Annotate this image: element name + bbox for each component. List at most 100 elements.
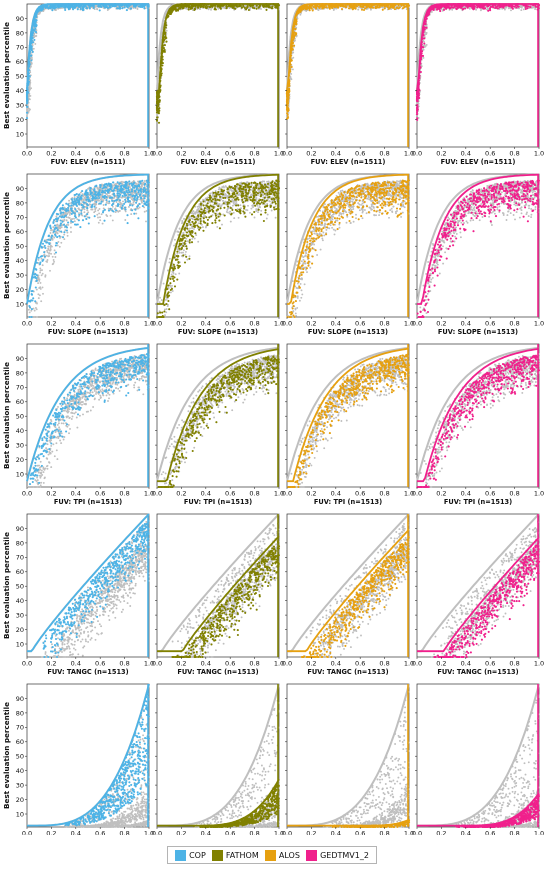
point-alos: [294, 31, 297, 35]
point-cop: [133, 5, 136, 8]
point-cop: [121, 7, 124, 10]
panel-frame: [26, 3, 150, 148]
point-fathom: [204, 5, 207, 8]
point-cop: [25, 93, 29, 96]
point-fathom: [216, 5, 219, 8]
point-alos: [355, 4, 358, 7]
point-cop: [84, 5, 87, 8]
point-cop: [137, 5, 140, 8]
background-point: [223, 7, 226, 9]
point-cop: [41, 8, 44, 11]
point-cop: [26, 98, 29, 101]
point-cop: [72, 5, 75, 8]
point-alos: [285, 92, 289, 95]
point-alos: [286, 113, 289, 116]
point-fathom: [246, 5, 249, 8]
point-fathom: [267, 5, 270, 8]
point-cop: [33, 23, 36, 26]
point-alos: [372, 6, 375, 9]
background-point: [425, 43, 428, 46]
x-tick-label: 0.2: [306, 150, 316, 158]
point-fathom: [255, 7, 258, 10]
point-alos: [294, 28, 297, 31]
point-cop: [67, 8, 70, 11]
x-tick-label: 0.8: [119, 150, 129, 158]
y-tick-label: 70: [16, 44, 24, 52]
point-alos: [403, 6, 406, 9]
point-alos: [293, 34, 296, 37]
point-fathom: [219, 5, 222, 8]
point-alos: [340, 7, 344, 11]
point-cop: [52, 6, 56, 9]
y-tick-label: 10: [16, 130, 24, 138]
y-tick-label: 90: [16, 15, 24, 23]
point-cop: [106, 7, 109, 10]
background-point: [165, 29, 168, 32]
x-axis-label: FUV: ELEV (n=1511): [311, 158, 386, 166]
background-point: [299, 13, 302, 16]
point-fathom: [162, 49, 166, 52]
point-fathom: [165, 40, 168, 43]
point-cop: [25, 95, 29, 98]
background-point: [260, 8, 262, 10]
point-alos: [310, 7, 313, 10]
panel-frame: [416, 3, 540, 148]
point-cop: [81, 5, 84, 9]
point-fathom: [225, 5, 229, 8]
point-alos: [287, 90, 290, 93]
point-fathom: [214, 4, 217, 7]
point-fathom: [191, 5, 194, 8]
point-fathom: [213, 8, 216, 11]
x-axis-label: FUV: ELEV (n=1511): [181, 158, 256, 166]
point-fathom: [157, 121, 161, 124]
point-alos: [286, 116, 290, 119]
point-fathom: [265, 8, 268, 11]
x-tick-label: 0.2: [46, 150, 56, 158]
point-fathom: [206, 5, 209, 8]
point-alos: [362, 8, 366, 12]
point-fathom: [155, 108, 159, 111]
point-alos: [389, 6, 392, 9]
point-cop: [30, 45, 33, 49]
background-point: [332, 9, 335, 11]
background-point: [292, 56, 295, 59]
point-cop: [109, 6, 112, 9]
point-alos: [383, 5, 386, 8]
point-fathom: [253, 7, 256, 10]
point-cop: [92, 6, 95, 9]
point-alos: [325, 6, 328, 9]
point-cop: [46, 5, 49, 8]
background-point: [520, 9, 523, 12]
background-point: [156, 114, 159, 117]
point-alos: [393, 8, 396, 11]
point-alos: [387, 7, 390, 11]
y-tick-label: 50: [16, 73, 24, 81]
point-cop: [34, 31, 38, 34]
point-alos: [293, 44, 296, 47]
x-tick-label: 0.0: [22, 150, 32, 158]
point-cop: [64, 8, 67, 12]
point-cop: [82, 8, 85, 11]
point-alos: [329, 5, 332, 8]
y-tick-label: 30: [16, 102, 24, 110]
point-cop: [25, 105, 29, 108]
y-tick-label: 40: [16, 87, 24, 95]
background-point: [210, 8, 212, 11]
point-cop: [98, 9, 101, 12]
x-tick-label: 0.8: [379, 150, 389, 158]
point-fathom: [219, 7, 222, 10]
background-point: [32, 47, 35, 50]
x-tick-label: 0.4: [201, 150, 211, 158]
point-fathom: [271, 7, 274, 10]
point-cop: [25, 117, 29, 120]
y-tick-label: 80: [16, 29, 24, 37]
point-alos: [319, 4, 322, 7]
point-cop: [116, 7, 120, 10]
point-fathom: [156, 102, 159, 105]
point-cop: [128, 4, 131, 7]
x-axis-label: FUV: ELEV (n=1511): [51, 158, 126, 166]
background-point: [510, 9, 512, 12]
